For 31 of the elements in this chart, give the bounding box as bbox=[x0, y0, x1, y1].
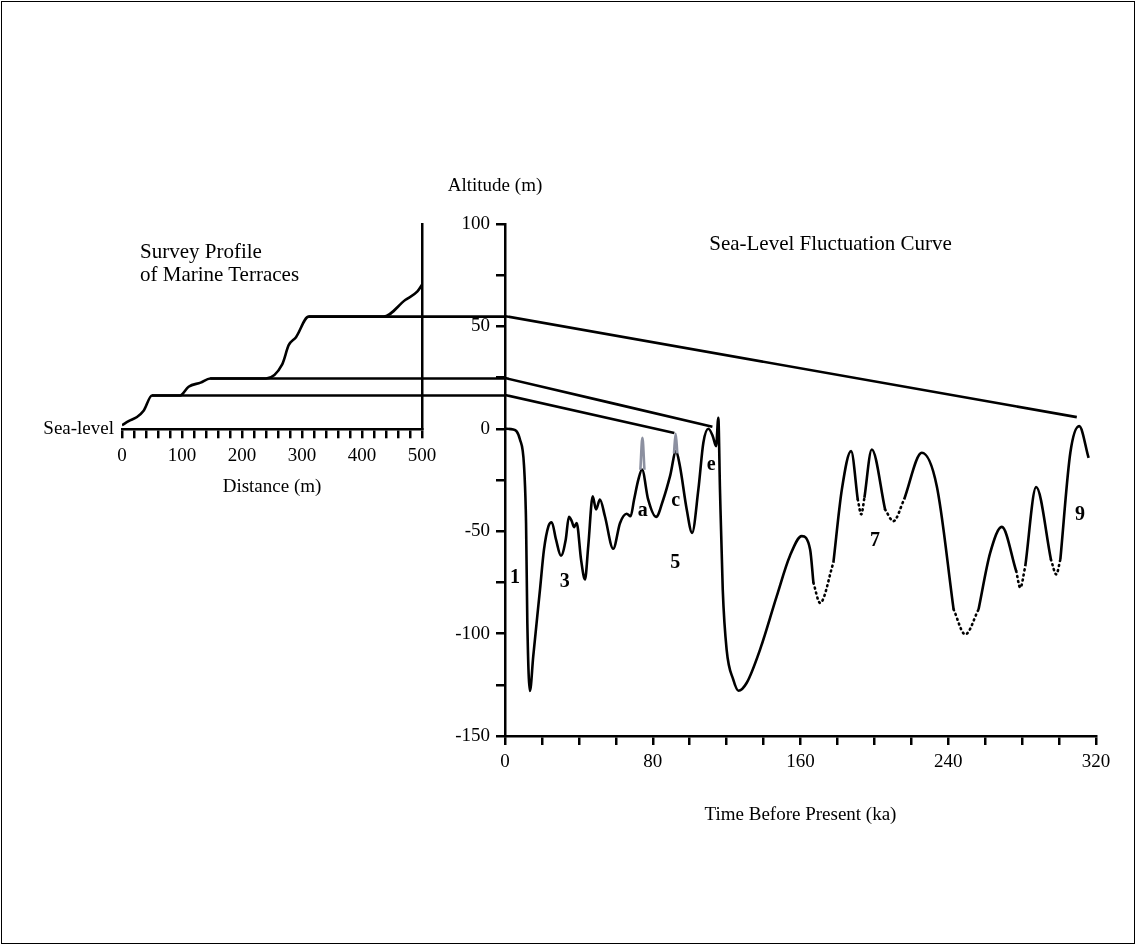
annotation: 1 bbox=[510, 564, 521, 587]
x-tick-label: 80 bbox=[643, 750, 663, 772]
x-axis-title: Time Before Present (ka) bbox=[704, 802, 897, 825]
y-tick-label: -150 bbox=[455, 723, 490, 745]
x-tick-label: 0 bbox=[500, 750, 510, 772]
y-tick-label: 50 bbox=[471, 314, 490, 336]
x-tick-label: 400 bbox=[347, 443, 377, 465]
x-tick-label: 500 bbox=[407, 443, 437, 465]
chart-title: Sea-Level Fluctuation Curve bbox=[709, 230, 952, 255]
annotation: 7 bbox=[869, 528, 880, 551]
annotation: 3 bbox=[559, 569, 570, 592]
annotation: e bbox=[706, 452, 716, 475]
chart-title: Survey Profile of Marine Terraces bbox=[140, 239, 300, 287]
y-tick-label: 0 bbox=[480, 416, 490, 438]
x-tick-label: 160 bbox=[786, 750, 815, 772]
x-tick-label: 320 bbox=[1081, 750, 1111, 772]
annotation: Sea-level bbox=[43, 417, 114, 439]
y-axis-title: Altitude (m) bbox=[447, 173, 543, 196]
y-tick-label: -100 bbox=[455, 621, 490, 643]
x-tick-label: 100 bbox=[167, 443, 197, 465]
annotation: c bbox=[671, 487, 681, 510]
y-tick-label: -50 bbox=[464, 519, 490, 541]
annotation: a bbox=[637, 497, 648, 520]
annotation: 5 bbox=[670, 550, 681, 573]
x-tick-label: 240 bbox=[934, 750, 963, 772]
x-tick-label: 200 bbox=[227, 443, 257, 465]
annotation: 9 bbox=[1075, 501, 1086, 524]
x-axis-title: Distance (m) bbox=[222, 474, 322, 497]
x-tick-label: 300 bbox=[287, 443, 317, 465]
y-tick-label: 100 bbox=[461, 211, 490, 233]
x-tick-label: 0 bbox=[117, 443, 127, 465]
